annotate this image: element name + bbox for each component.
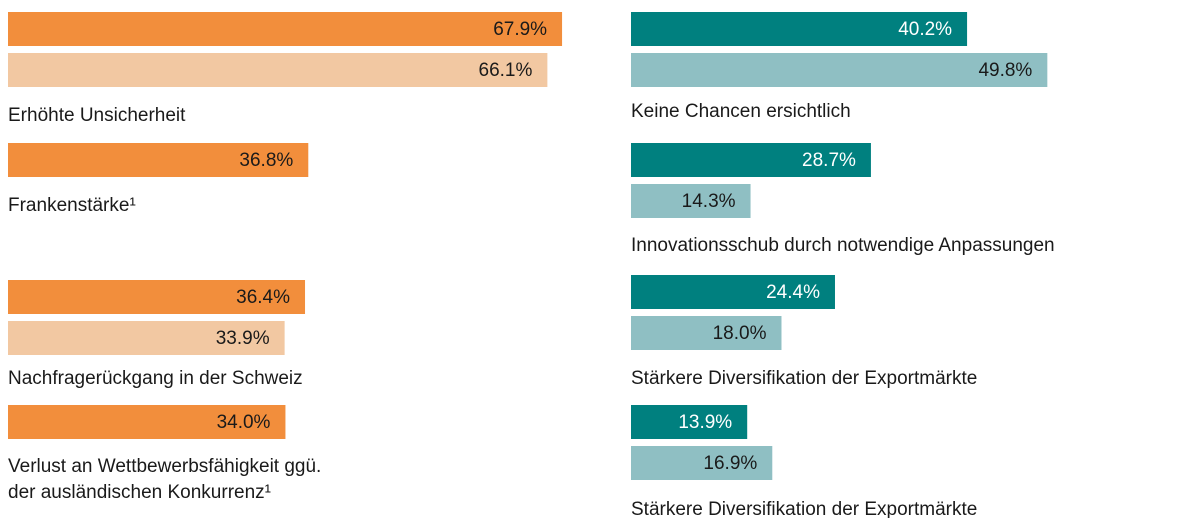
value-label: 24.4% <box>766 282 820 303</box>
value-label: 13.9% <box>678 412 732 433</box>
value-label: 14.3% <box>682 191 736 212</box>
bar <box>631 405 748 439</box>
category-label: Verlust an Wettbewerbsfähigkeit ggü. der … <box>8 456 321 503</box>
value-label: 33.9% <box>216 328 270 349</box>
label-line: der ausländischen Konkurrenz¹ <box>8 482 271 503</box>
category-label: Keine Chancen ersichtlich <box>631 101 851 122</box>
value-label: 34.0% <box>217 412 271 433</box>
value-label: 36.4% <box>236 287 290 308</box>
bar <box>8 143 309 177</box>
bar <box>631 12 968 46</box>
value-label: 16.9% <box>703 453 757 474</box>
bar <box>631 53 1048 87</box>
bar <box>8 405 286 439</box>
category-label: Nachfragerückgang in der Schweiz <box>8 368 303 389</box>
bar <box>631 184 751 218</box>
category-label: Stärkere Diversifikation der Exportmärkt… <box>631 368 977 389</box>
bar <box>631 275 835 309</box>
bar <box>8 12 563 46</box>
bar <box>631 316 782 350</box>
category-label: Innovationsschub durch notwendige Anpass… <box>631 235 1055 256</box>
value-label: 67.9% <box>493 19 547 40</box>
category-label: Frankenstärke¹ <box>8 195 136 216</box>
bar <box>8 53 548 87</box>
category-label: Erhöhte Unsicherheit <box>8 105 186 126</box>
bar <box>631 143 871 177</box>
value-label: 66.1% <box>479 60 533 81</box>
value-label: 28.7% <box>802 150 856 171</box>
value-label: 18.0% <box>713 323 767 344</box>
value-label: 36.8% <box>239 150 293 171</box>
bar <box>631 446 773 480</box>
label-line: Verlust an Wettbewerbsfähigkeit ggü. <box>8 456 321 477</box>
value-label: 49.8% <box>978 60 1032 81</box>
category-label: Stärkere Diversifikation der Exportmärkt… <box>631 499 977 518</box>
value-label: 40.2% <box>898 19 952 40</box>
bar <box>8 280 306 314</box>
bar <box>8 321 285 355</box>
